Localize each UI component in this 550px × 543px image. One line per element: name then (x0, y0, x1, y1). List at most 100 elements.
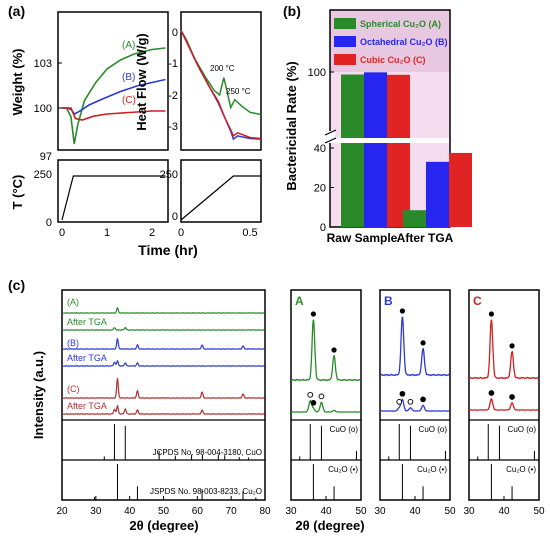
cu2o-marker-icon (331, 347, 337, 353)
zoom-label-b: B (384, 294, 393, 308)
dsc-curve-1 (180, 30, 262, 141)
zoom-xtick-40: 40 (320, 506, 332, 517)
panel-c: (c) (A) After TGA (B) After TGA (C) Afte… (8, 277, 545, 533)
zoom-xtick-30: 30 (374, 506, 386, 517)
tga-plot: 103 100 97 Weight (%) (A) (B) (C) (10, 11, 169, 163)
axis-break-gap (325, 131, 335, 143)
trace-label-c-after: After TGA (67, 401, 107, 411)
temp-left-plot: 250 0 T (°C) 0 1 2 Time (hr) (10, 159, 198, 258)
zoom-ref-cu2o-label: Cu₂O (•) (506, 465, 536, 474)
category-raw-sample: Raw Sample (327, 231, 398, 245)
xrd-main-xticks: 20 30 40 50 60 70 80 (56, 496, 271, 517)
panel-b-label: (b) (283, 3, 301, 19)
zoom-label-a: A (295, 294, 304, 308)
tga-ytick-100: 100 (34, 103, 52, 115)
bar-raw-sample-2 (387, 74, 410, 228)
time-xlabel: Time (hr) (138, 242, 198, 258)
xrd-xtick-80: 80 (259, 506, 271, 517)
trace-label-c: (C) (67, 384, 80, 394)
axis-break-icon (324, 129, 337, 144)
temp-left-xtick-0: 0 (59, 227, 65, 239)
bar-yticks: 100 40 20 0 (308, 67, 334, 234)
ref-cuo-label: JCPDS No. 98-004-3180, CuO (153, 448, 262, 457)
cu2o-marker-icon (399, 308, 405, 314)
zoom-trace-after (380, 398, 450, 412)
legend-entry-1: Octahedral Cu₂O (B) (360, 37, 448, 47)
legend-entry-2: Cubic Cu₂O (C) (360, 55, 426, 65)
zoom-panel-a: A CuO (o) Cu₂O (•) 30 40 50 (285, 289, 367, 517)
xrd-trace-0 (62, 306, 265, 314)
cu2o-marker-icon (399, 390, 406, 397)
bar-ytick-40: 40 (314, 143, 326, 155)
category-after-tga: After TGA (397, 231, 454, 245)
xrd-xtick-40: 40 (124, 506, 136, 517)
tga-series-label-a: (A) (122, 40, 135, 51)
dsc-ytick-m2: -2 (168, 90, 178, 102)
bar-ytick-100: 100 (308, 67, 326, 79)
legend-entry-0: Spherical Cu₂O (A) (360, 19, 441, 29)
xrd-trace-2 (62, 337, 265, 350)
tga-curve-0 (62, 47, 166, 145)
dsc-ylabel: Heat Flow (W/g) (134, 33, 149, 131)
zoom-ref-cu2o-label: Cu₂O (•) (417, 465, 447, 474)
bar-ytick-0: 0 (320, 222, 326, 234)
temp-right-xtick-0: 0 (178, 227, 184, 239)
tga-series-label-b: (B) (122, 72, 135, 83)
temp-left-xtick-2: 2 (149, 227, 155, 239)
legend-swatch-2 (334, 54, 356, 65)
xrd-trace-3 (62, 359, 265, 367)
xrd-xtick-30: 30 (90, 506, 102, 517)
zoom-ref-cuo-label: CuO (o) (330, 425, 359, 434)
dsc-ytick-0: 0 (172, 27, 178, 39)
dsc-annotation-200: 200 °C (210, 64, 235, 73)
tga-curves (62, 47, 166, 145)
xrd-xlabel-zoom: 2θ (degree) (295, 518, 364, 533)
trace-label-a: (A) (67, 297, 79, 307)
dsc-ytick-m3: -3 (168, 121, 178, 133)
dsc-annotation-250: 250 °C (226, 87, 251, 96)
temp-right-ytick-0: 0 (172, 211, 178, 223)
zoom-xtick-30: 30 (285, 506, 297, 517)
legend-swatch-1 (334, 36, 356, 47)
cuo-marker-icon (318, 393, 325, 400)
panel-b: (b) Spherical Cu₂O (A) Octahedral Cu₂O (B… (283, 3, 472, 245)
zoom-xtick-30: 30 (463, 506, 475, 517)
bar-raw-sample-1 (364, 72, 387, 227)
tga-ytick-97: 97 (40, 151, 52, 163)
zoom-ref-cuo-label: CuO (o) (508, 425, 537, 434)
zoom-trace-before (379, 316, 451, 377)
zoom-trace-after (468, 398, 539, 411)
zoom-trace-before (468, 319, 540, 380)
temp-right-ytick-250: 250 (160, 169, 178, 181)
zoom-panel-c: C CuO (o) Cu₂O (•) 30 40 50 (463, 289, 545, 517)
bar-after-tga-0 (403, 210, 426, 227)
temp-left-frame (57, 159, 169, 223)
temp-right-frame (180, 159, 262, 223)
tga-ytick-103: 103 (34, 58, 52, 70)
zoom-xtick-50: 50 (533, 506, 545, 517)
zoom-xtick-40: 40 (409, 506, 421, 517)
cu2o-marker-icon (420, 340, 426, 346)
xrd-trace-1 (62, 326, 265, 331)
xrd-main-plot: (A) After TGA (B) After TGA (C) After TG… (31, 289, 271, 533)
bar-ylabel: Bactericidal Rate (%) (284, 61, 299, 190)
panel-c-label: (c) (8, 277, 25, 293)
xrd-xlabel-main: 2θ (degree) (129, 518, 198, 533)
zoom-panel-b: B CuO (o) Cu₂O (•) 30 40 50 (374, 289, 456, 517)
cu2o-marker-icon (509, 394, 515, 400)
xrd-xtick-20: 20 (56, 506, 68, 517)
dsc-curves (180, 30, 262, 141)
zoom-xtick-50: 50 (444, 506, 456, 517)
tga-frame (57, 11, 169, 151)
zoom-xtick-50: 50 (355, 506, 367, 517)
ref-cu2o-label: JSPDS No. 98-003-8233, Cu₂O (150, 487, 262, 496)
cuo-marker-icon (396, 398, 403, 405)
legend-swatch-0 (334, 18, 356, 29)
trace-label-b-after: After TGA (67, 353, 107, 363)
cu2o-marker-icon (509, 343, 515, 349)
panel-a: (a) 103 100 97 Weight (%) (A) (B) (C) 25… (8, 3, 262, 258)
dsc-curve-2 (180, 30, 262, 140)
zoom-trace-after (291, 399, 361, 413)
temp-right-xtick-05: 0.5 (242, 227, 257, 239)
